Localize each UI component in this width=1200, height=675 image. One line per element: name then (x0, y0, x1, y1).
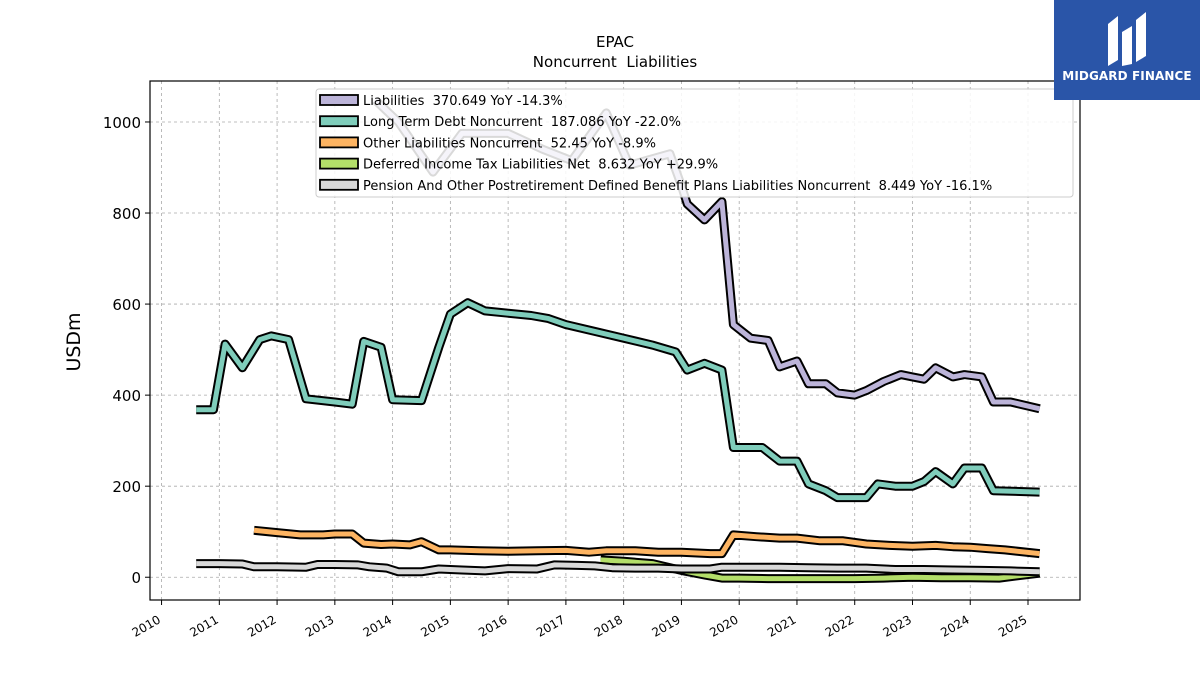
legend-swatch (319, 157, 359, 170)
y-tick-label: 0 (131, 569, 141, 587)
midgard-logo-icon (1108, 12, 1146, 66)
x-tick-label: 2012 (245, 612, 278, 639)
x-tick-label: 2018 (592, 612, 625, 639)
legend-label: Other Liabilities Noncurrent 52.45 YoY -… (363, 136, 656, 151)
legend-label: Long Term Debt Noncurrent 187.086 YoY -2… (363, 115, 681, 130)
x-tick-label: 2023 (881, 612, 914, 639)
y-tick-label: 200 (112, 478, 141, 496)
x-tick-label: 2025 (996, 612, 1029, 639)
series-2 (196, 298, 1040, 503)
y-tick-label: 600 (112, 296, 141, 314)
legend-label: Deferred Income Tax Liabilities Net 8.63… (363, 158, 718, 173)
legend-swatch (319, 115, 359, 128)
legend-swatch (319, 94, 359, 106)
legend: Liabilities 370.649 YoY -14.3% Long Term … (315, 88, 1074, 198)
x-tick-label: 2017 (534, 612, 567, 639)
chart-subtitle: Noncurrent Liabilities (533, 53, 698, 71)
y-tick-label: 800 (112, 205, 141, 223)
legend-swatch (319, 136, 359, 149)
series-3 (253, 525, 1041, 559)
x-tick-label: 2020 (707, 612, 740, 639)
x-tick-label: 2022 (823, 612, 856, 639)
legend-label: Liabilities 370.649 YoY -14.3% (363, 94, 563, 109)
x-tick-label: 2019 (649, 612, 682, 639)
series-5 (196, 559, 1040, 577)
x-tick-label: 2015 (418, 612, 451, 639)
x-tick-label: 2021 (765, 612, 798, 639)
brand-logo: MIDGARD FINANCE (1054, 0, 1200, 100)
series-line (253, 527, 1040, 557)
plot-frame (149, 80, 1081, 601)
x-tick-label: 2011 (187, 612, 220, 639)
y-axis-label: USDm (63, 312, 85, 371)
chart-title: EPAC (596, 33, 634, 51)
legend-box (315, 88, 1074, 198)
x-tick-label: 2024 (938, 612, 971, 639)
y-tick-label: 1000 (103, 114, 141, 132)
series-line (196, 300, 1040, 501)
x-tick-label: 2014 (361, 612, 394, 639)
series-line (196, 561, 1040, 575)
x-tick-label: 2016 (476, 612, 509, 639)
brand-name: MIDGARD FINANCE (1062, 69, 1192, 83)
legend-swatch (319, 178, 359, 191)
legend-label: Pension And Other Postretirement Defined… (363, 179, 992, 194)
x-tick-label: 2013 (303, 612, 336, 639)
x-tick-label: 2010 (130, 612, 163, 639)
y-tick-label: 400 (112, 387, 141, 405)
